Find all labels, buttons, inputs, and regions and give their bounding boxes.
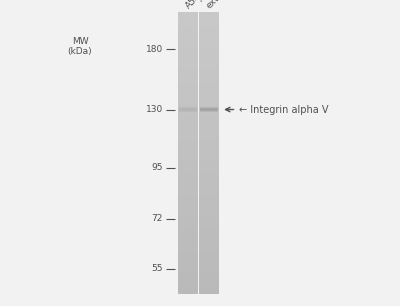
Bar (178, 181, 198, 188)
Bar (179, 111, 197, 112)
Text: A549: A549 (184, 0, 206, 11)
Bar (178, 33, 198, 40)
Bar (178, 69, 198, 76)
Bar (199, 146, 219, 153)
Bar (178, 223, 198, 230)
Bar (178, 40, 198, 47)
Bar (199, 280, 219, 287)
Bar (178, 160, 198, 167)
Bar (199, 40, 219, 47)
Bar (199, 223, 219, 230)
Bar (178, 111, 198, 118)
Bar (200, 108, 218, 109)
Bar (199, 26, 219, 33)
Bar (199, 76, 219, 83)
Bar (199, 174, 219, 181)
Bar (178, 287, 198, 294)
Bar (178, 230, 198, 237)
Bar (178, 54, 198, 62)
Bar (199, 266, 219, 273)
Text: 72: 72 (152, 214, 163, 223)
Bar (199, 125, 219, 132)
Bar (178, 174, 198, 181)
Bar (199, 47, 219, 54)
Text: 95: 95 (151, 163, 163, 172)
Bar (199, 216, 219, 223)
Bar (179, 110, 197, 111)
Bar (199, 83, 219, 90)
Bar (199, 132, 219, 139)
Text: MW
(kDa): MW (kDa) (68, 37, 92, 56)
Bar (199, 244, 219, 252)
Bar (200, 111, 218, 112)
Bar (178, 139, 198, 146)
Bar (178, 266, 198, 273)
Bar (178, 209, 198, 216)
Bar (178, 104, 198, 111)
Bar (178, 167, 198, 174)
Bar (178, 252, 198, 259)
Bar (178, 19, 198, 26)
Text: 180: 180 (146, 45, 163, 54)
Bar (199, 33, 219, 40)
Bar (199, 62, 219, 69)
Bar (178, 202, 198, 209)
Text: 55: 55 (151, 264, 163, 273)
Bar (199, 202, 219, 209)
Bar (178, 195, 198, 202)
Bar (178, 83, 198, 90)
Bar (178, 76, 198, 83)
Bar (199, 97, 219, 104)
Bar (199, 167, 219, 174)
Bar (178, 273, 198, 280)
Bar (178, 47, 198, 54)
Text: ← Integrin alpha V: ← Integrin alpha V (226, 105, 329, 114)
Bar (178, 90, 198, 97)
Bar (199, 230, 219, 237)
Bar (178, 216, 198, 223)
Bar (199, 69, 219, 76)
Bar (199, 252, 219, 259)
Bar (178, 118, 198, 125)
Bar (199, 273, 219, 280)
Bar (178, 237, 198, 244)
Bar (178, 259, 198, 266)
Bar (199, 237, 219, 244)
Bar (179, 109, 197, 110)
Text: 130: 130 (146, 105, 163, 114)
Bar (199, 209, 219, 216)
Bar (179, 107, 197, 108)
Bar (200, 107, 218, 108)
Bar (199, 19, 219, 26)
Bar (178, 280, 198, 287)
Bar (178, 97, 198, 104)
Bar (199, 118, 219, 125)
Bar (199, 259, 219, 266)
Bar (199, 54, 219, 62)
Bar (178, 12, 198, 19)
Bar (178, 153, 198, 160)
Bar (178, 26, 198, 33)
Bar (199, 90, 219, 97)
Bar (199, 188, 219, 195)
Bar (178, 146, 198, 153)
Bar (199, 104, 219, 111)
Bar (178, 62, 198, 69)
Text: A549 membrane
extract: A549 membrane extract (198, 0, 265, 11)
Bar (200, 110, 218, 111)
Bar (199, 195, 219, 202)
Bar (178, 244, 198, 252)
Bar (178, 188, 198, 195)
Bar (199, 111, 219, 118)
Bar (199, 153, 219, 160)
Bar (179, 108, 197, 109)
Bar (199, 287, 219, 294)
Bar (200, 109, 218, 110)
Bar (199, 12, 219, 19)
Bar (199, 139, 219, 146)
Bar (199, 181, 219, 188)
Bar (178, 132, 198, 139)
Bar (178, 125, 198, 132)
Bar (199, 160, 219, 167)
